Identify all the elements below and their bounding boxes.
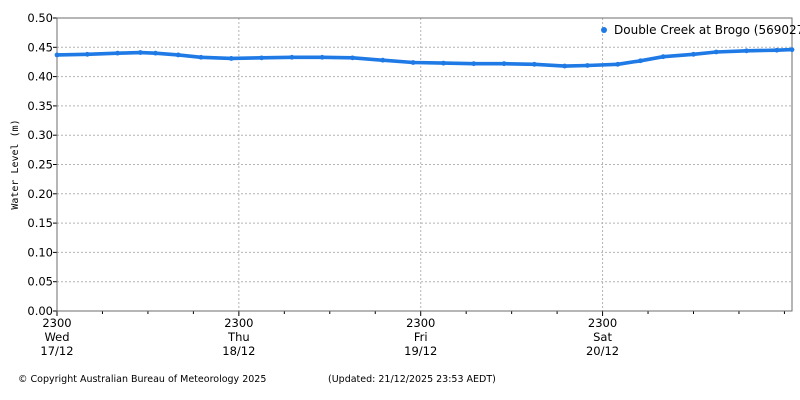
x-tick-label: 2300: [224, 316, 253, 330]
y-tick-label: 0.15: [27, 216, 53, 230]
updated-timestamp: (Updated: 21/12/2025 23:53 AEDT): [328, 374, 496, 385]
data-point: [501, 61, 507, 67]
y-tick-label: 0.20: [27, 187, 53, 201]
data-point: [259, 55, 264, 61]
data-point: [198, 54, 204, 60]
grid: [57, 18, 792, 311]
data-point: [380, 57, 386, 63]
data-point: [615, 61, 621, 67]
data-point: [774, 47, 780, 53]
data-point: [471, 61, 477, 67]
y-tick-label: 0.35: [27, 99, 53, 113]
data-point: [175, 52, 181, 58]
data-point: [660, 54, 666, 60]
y-axis-title: Water Level (m): [10, 119, 21, 209]
x-tick-label: Thu: [227, 330, 250, 344]
x-tick-label: 2300: [588, 316, 617, 330]
data-point: [289, 54, 295, 60]
axes: [53, 17, 793, 316]
data-point: [319, 54, 325, 60]
data-point: [228, 56, 234, 61]
x-tick-label: Wed: [44, 330, 69, 344]
data-point: [789, 47, 795, 53]
x-tick-labels: 2300Wed17/122300Thu18/122300Fri19/122300…: [40, 316, 619, 358]
data-point: [638, 58, 643, 64]
data-point: [441, 60, 446, 66]
data-point: [585, 63, 590, 68]
y-tick-label: 0.45: [27, 40, 53, 54]
data-point: [691, 51, 696, 57]
x-tick-label: 2300: [406, 316, 435, 330]
data-point: [115, 50, 121, 56]
data-point: [84, 51, 90, 57]
data-point: [531, 61, 537, 67]
data-point: [562, 63, 568, 69]
data-point: [744, 48, 749, 54]
legend-label: Double Creek at Brogo (569027): [614, 23, 800, 37]
data-point: [137, 50, 143, 55]
legend: Double Creek at Brogo (569027): [601, 23, 800, 37]
plot-frame: [56, 17, 793, 312]
legend-marker: [601, 27, 607, 33]
x-tick-label: 19/12: [404, 344, 437, 358]
y-tick-labels: 0.00 0.05 0.10 0.15 0.20 0.25 0.30 0.35 0.40 0.45…: [27, 11, 53, 318]
x-tick-label: 20/12: [586, 344, 619, 358]
x-tick-label: Fri: [414, 330, 428, 344]
y-tick-label: 0.10: [27, 245, 53, 259]
x-tick-label: 2300: [42, 316, 71, 330]
x-tick-label: 18/12: [222, 344, 255, 358]
data-point: [713, 49, 719, 55]
data-point: [153, 50, 158, 56]
y-tick-label: 0.05: [27, 275, 53, 289]
data-point: [54, 52, 60, 58]
series-double-creek: [54, 47, 795, 69]
y-tick-label: 0.50: [27, 11, 53, 25]
x-tick-label: 17/12: [40, 344, 73, 358]
copyright-text: © Copyright Australian Bureau of Meteoro…: [18, 374, 267, 385]
y-tick-label: 0.30: [27, 128, 53, 142]
y-tick-label: 0.40: [27, 70, 53, 84]
data-point: [350, 55, 355, 61]
series-trace: [55, 47, 794, 68]
x-tick-label: Sat: [593, 330, 612, 344]
y-tick-label: 0.25: [27, 158, 53, 172]
y-tick-label: 0.00: [27, 304, 53, 318]
data-point: [410, 60, 416, 65]
